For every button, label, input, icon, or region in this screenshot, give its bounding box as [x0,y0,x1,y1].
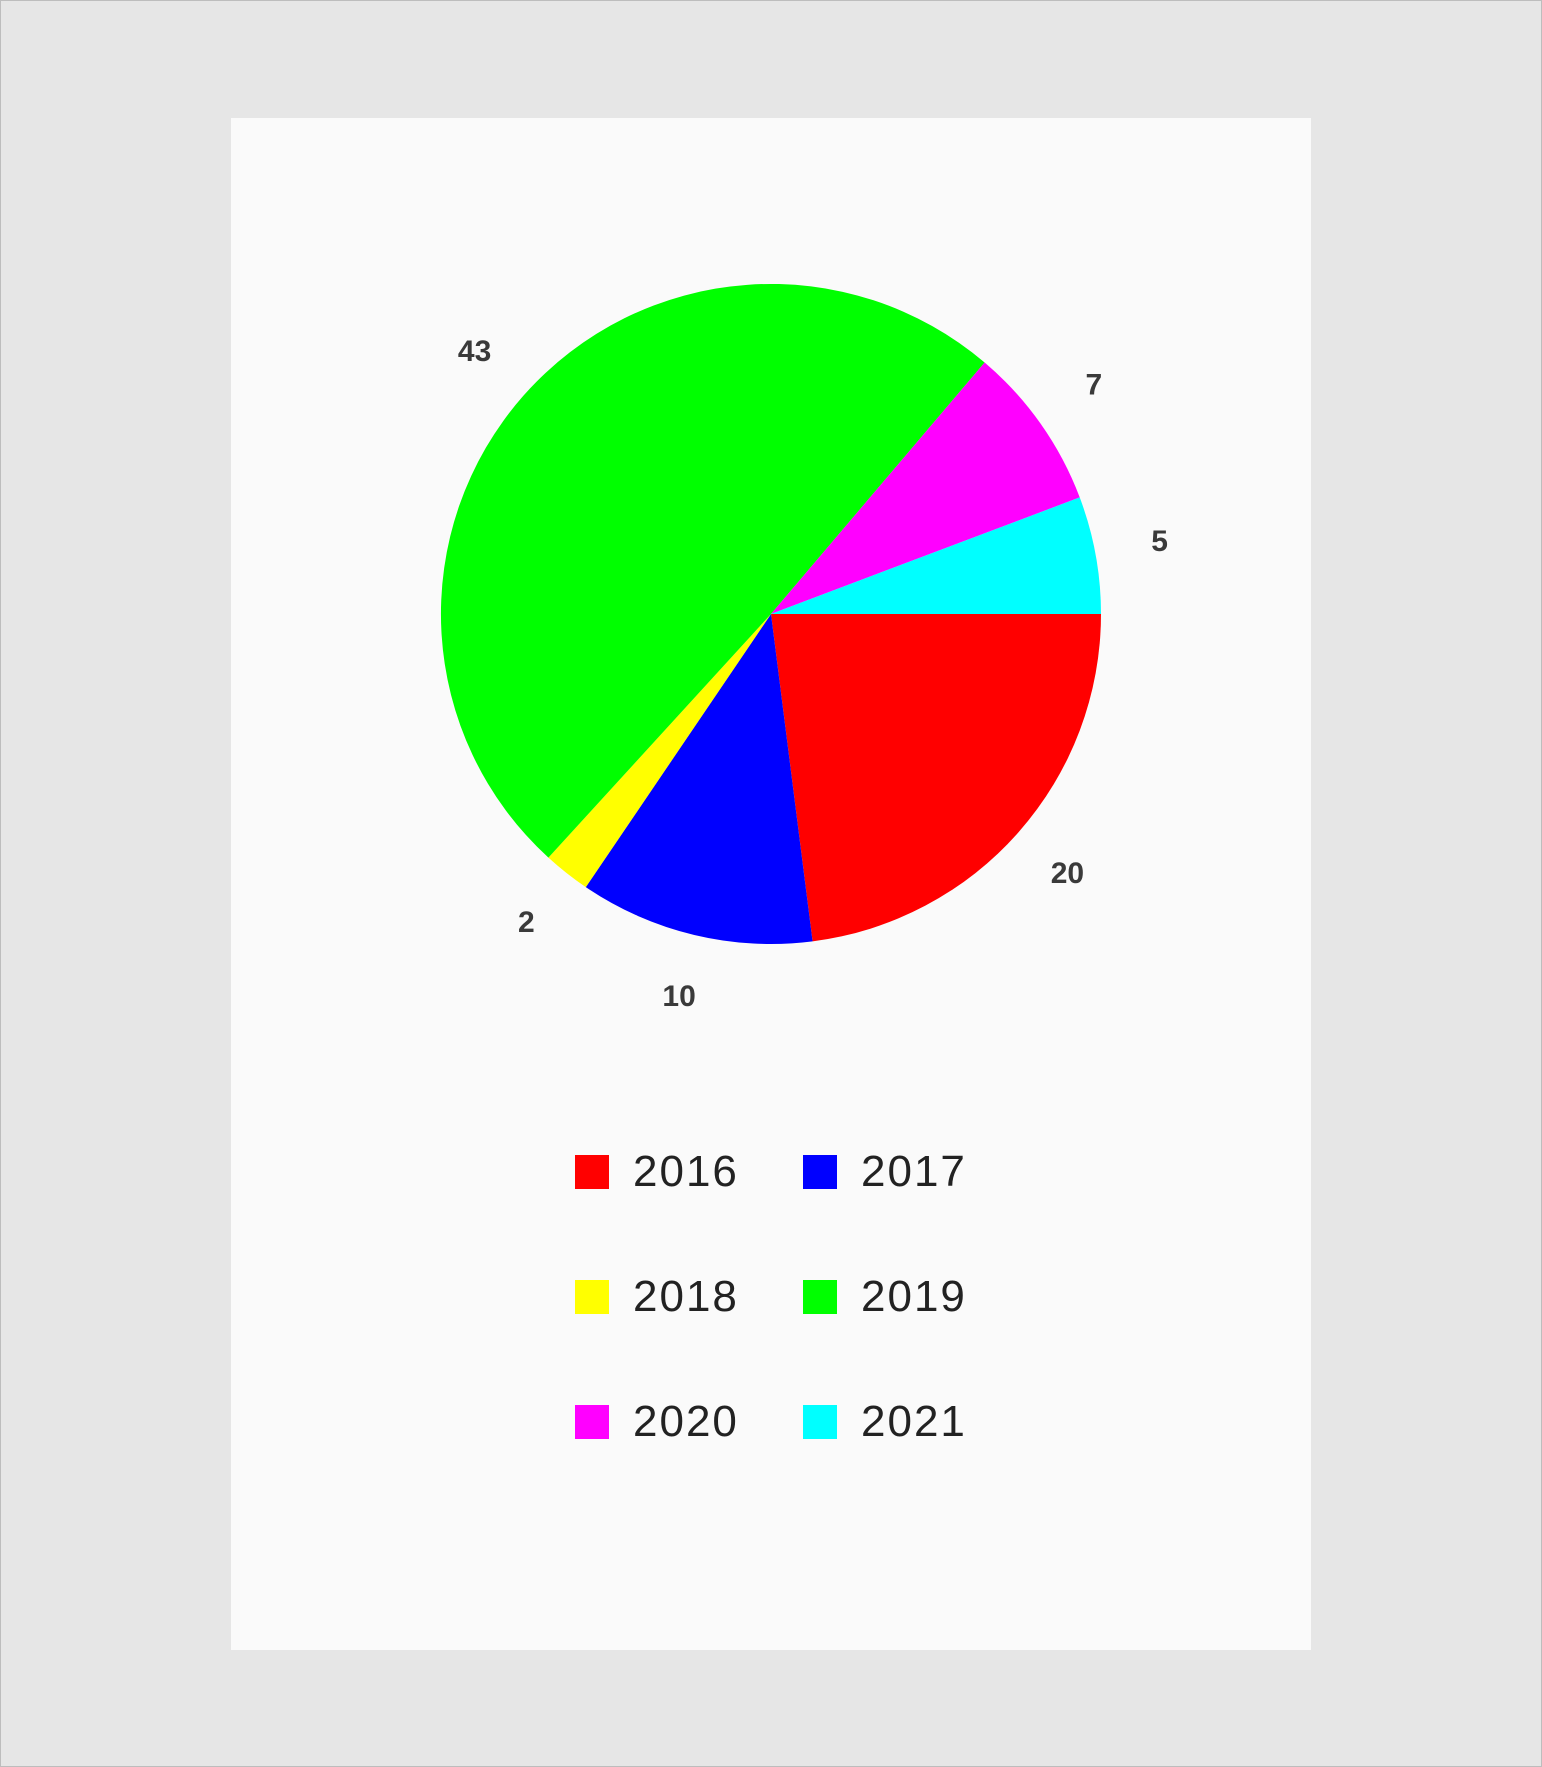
pie-value-label-2017: 10 [662,980,695,1013]
legend-item-2018[interactable]: 2018 [575,1269,803,1325]
pie-slice-2018[interactable] [548,614,771,888]
pie-value-label-2018: 2 [518,906,535,939]
legend-swatch-2021 [803,1405,837,1439]
legend-item-2019[interactable]: 2019 [803,1269,1031,1325]
legend-label-2021: 2021 [861,1397,967,1446]
legend-item-2017[interactable]: 2017 [803,1144,1031,1200]
pie-slice-2017[interactable] [585,614,813,945]
pie-slice-2020[interactable] [771,362,1080,614]
legend-label-2016: 2016 [633,1147,739,1196]
pie-slices [440,283,1101,945]
legend-item-2016[interactable]: 2016 [575,1144,803,1200]
legend-item-2020[interactable]: 2020 [575,1394,803,1450]
pie-slice-2021[interactable] [771,497,1101,614]
legend-swatch-2017 [803,1155,837,1189]
legend: 2016 2017 2018 2019 2020 2021 [575,1144,1031,1450]
pie-value-label-2019: 43 [458,335,491,368]
pie-value-label-2016: 20 [1051,857,1084,890]
legend-label-2018: 2018 [633,1272,739,1321]
pie-slice-2019[interactable] [440,283,985,858]
legend-swatch-2016 [575,1155,609,1189]
legend-swatch-2019 [803,1280,837,1314]
pie-slice-2016[interactable] [771,614,1101,942]
legend-label-2020: 2020 [633,1397,739,1446]
pie-value-label-2020: 7 [1086,368,1103,401]
legend-swatch-2020 [575,1405,609,1439]
legend-item-2021[interactable]: 2021 [803,1394,1031,1450]
legend-swatch-2018 [575,1280,609,1314]
pie-value-label-2021: 5 [1151,525,1168,558]
legend-label-2019: 2019 [861,1272,967,1321]
legend-label-2017: 2017 [861,1147,967,1196]
pie-value-labels: 20 10 2 43 7 5 [458,335,1168,1013]
